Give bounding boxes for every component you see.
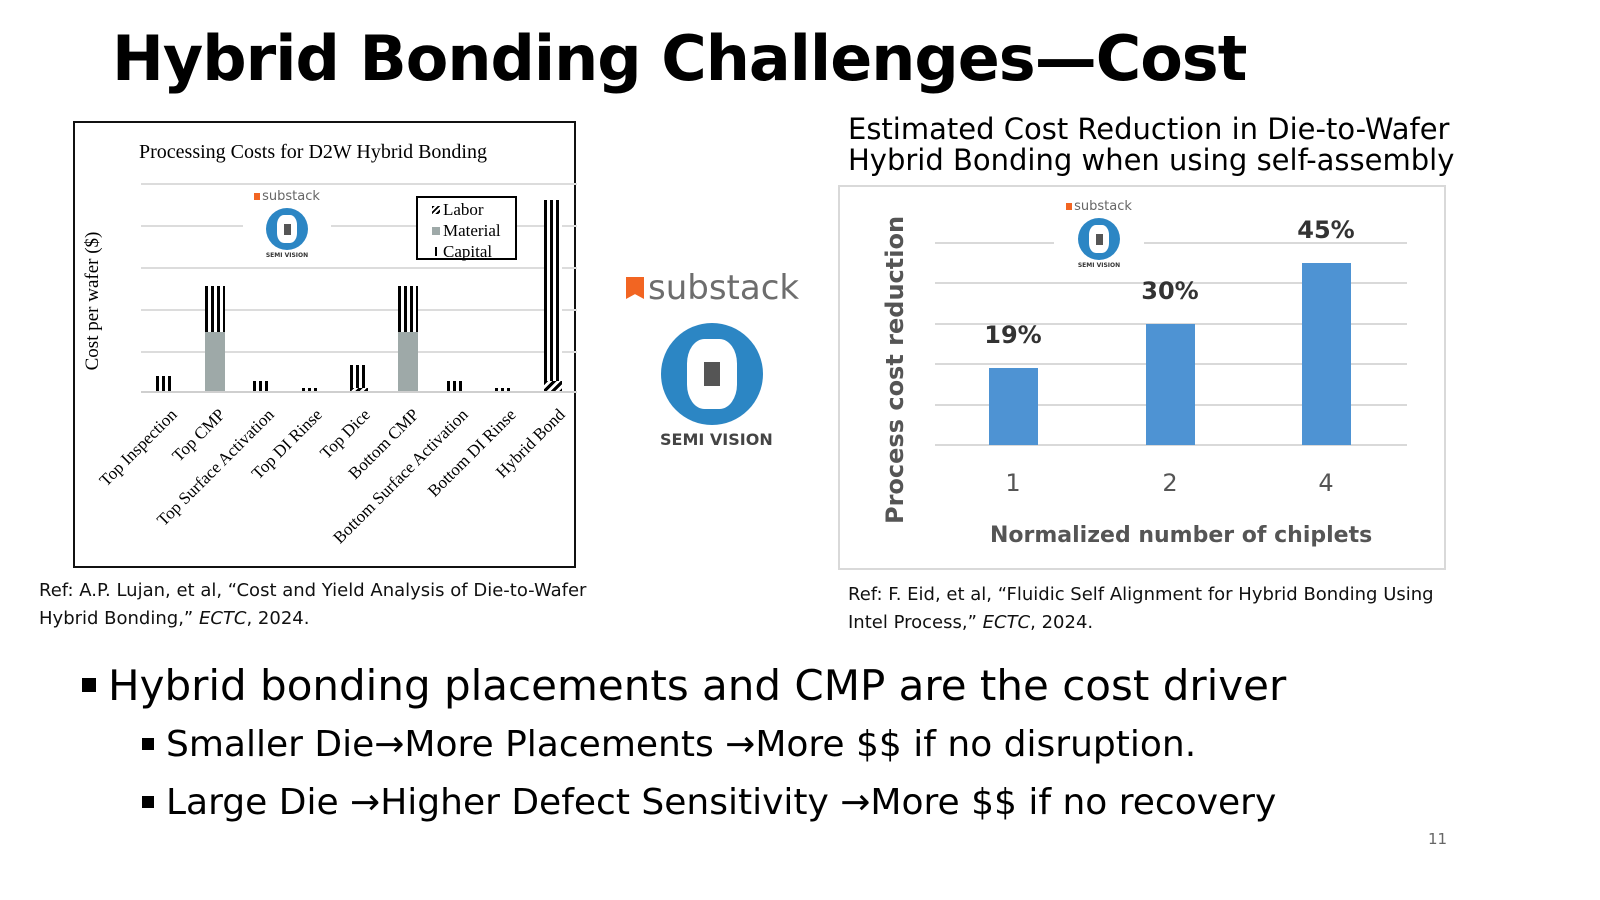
- left-chart-reference: Ref: A.P. Lujan, et al, “Cost and Yield …: [39, 580, 587, 629]
- gridline: [935, 282, 1407, 284]
- bar-segment-capital: [495, 387, 514, 391]
- x-tick-label: 4: [1318, 469, 1334, 497]
- substack-logo: substack: [626, 268, 799, 308]
- semi-vision-label: SEMI VISION: [660, 430, 773, 449]
- gridline: [141, 183, 577, 185]
- bullet-sub: Large Die →Higher Defect Sensitivity →Mo…: [142, 773, 1286, 831]
- capital-swatch-icon: [435, 247, 437, 256]
- slide-title: Hybrid Bonding Challenges—Cost: [112, 22, 1247, 95]
- right-chart-cost-reduction: Process cost reduction 19% 30% 45% 1 2 4 Nor…: [838, 185, 1446, 570]
- bar-value-label: 45%: [1297, 216, 1355, 245]
- gridline: [935, 444, 1407, 446]
- bar-segment-capital: [543, 199, 562, 381]
- left-chart-processing-costs: Processing Costs for D2W Hybrid Bonding …: [73, 121, 577, 568]
- substack-watermark: substack SEMI VISION: [243, 189, 331, 267]
- bar-segment-material: [398, 332, 419, 391]
- x-tick-label: 2: [1162, 469, 1178, 497]
- gridline: [935, 242, 1407, 244]
- bar-value-label: 30%: [1141, 276, 1199, 305]
- semi-vision-logo-icon: [661, 323, 763, 425]
- gridline: [141, 309, 577, 311]
- left-chart-legend: Labor Material Capital: [416, 196, 517, 261]
- bullet-square-icon: [142, 796, 154, 808]
- gridline: [141, 267, 577, 269]
- stacked-bar: [543, 199, 562, 391]
- right-chart-plot-area: 19% 30% 45%: [935, 216, 1407, 446]
- semi-vision-logo-icon: [1078, 218, 1120, 260]
- bar: [1146, 323, 1195, 445]
- material-swatch-icon: [432, 226, 440, 235]
- x-tick-label: 1: [1005, 469, 1021, 497]
- page-number: 11: [1428, 830, 1448, 848]
- bar: [1302, 263, 1351, 445]
- right-chart-xlabel: Normalized number of chiplets: [990, 523, 1373, 548]
- bullet-main: Hybrid bonding placements and CMP are th…: [82, 655, 1286, 715]
- gridline: [141, 351, 577, 353]
- bar-segment-material: [204, 332, 225, 391]
- bar: [989, 368, 1038, 445]
- bar-segment-capital: [156, 376, 175, 391]
- stacked-bar: [446, 380, 465, 391]
- bullet-list: Hybrid bonding placements and CMP are th…: [82, 655, 1286, 831]
- bullet-sub: Smaller Die→More Placements →More $$ if …: [142, 715, 1286, 773]
- left-chart-plot-area: [141, 183, 577, 393]
- right-chart-title: Estimated Cost Reduction in Die-to-Wafer…: [848, 112, 1455, 177]
- bullet-square-icon: [82, 678, 96, 692]
- bar-segment-capital: [253, 380, 272, 391]
- stacked-bar: [398, 286, 419, 391]
- bar-segment-labor: [350, 388, 368, 391]
- stacked-bar: [495, 387, 514, 391]
- substack-watermark: substack SEMI VISION: [1054, 199, 1144, 277]
- substack-bookmark-icon: [626, 277, 644, 299]
- stacked-bar: [253, 380, 272, 391]
- right-chart-reference: Ref: F. Eid, et al, “Fluidic Self Alignm…: [848, 584, 1434, 633]
- bar-segment-capital: [204, 286, 225, 333]
- bar-segment-capital: [446, 380, 465, 391]
- gridline: [141, 225, 577, 227]
- left-chart-title: Processing Costs for D2W Hybrid Bonding: [139, 141, 487, 163]
- stacked-bar: [156, 376, 175, 391]
- stacked-bar: [301, 387, 320, 391]
- bar-segment-capital: [301, 387, 320, 391]
- center-watermark: substack SEMI VISION: [626, 268, 799, 453]
- stacked-bar: [350, 364, 368, 391]
- labor-swatch-icon: [432, 205, 440, 214]
- stacked-bar: [204, 286, 225, 391]
- bar-segment-labor: [543, 380, 562, 391]
- bar-segment-capital: [350, 364, 368, 388]
- left-chart-ylabel: Cost per wafer ($): [82, 231, 103, 371]
- right-chart-ylabel: Process cost reduction: [881, 215, 909, 524]
- bullet-square-icon: [142, 738, 154, 750]
- x-tick-label: Top Inspection: [95, 405, 181, 491]
- semi-vision-logo-icon: [266, 208, 308, 250]
- x-axis-baseline: [141, 391, 577, 393]
- bar-segment-capital: [398, 286, 419, 333]
- bar-value-label: 19%: [984, 321, 1042, 350]
